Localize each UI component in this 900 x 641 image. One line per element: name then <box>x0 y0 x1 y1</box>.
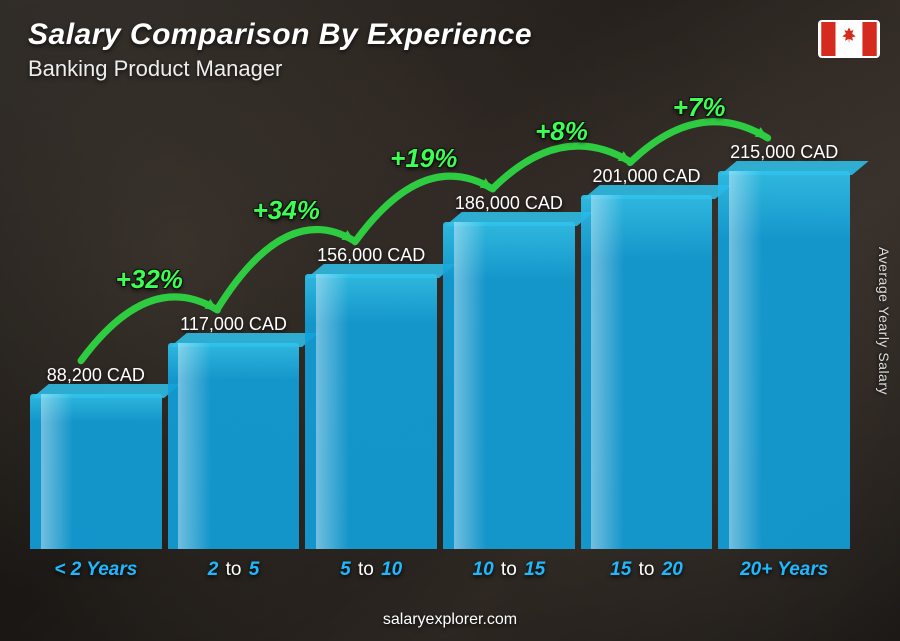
bar-group: 156,000 CAD5 to 10 <box>305 245 437 581</box>
bar <box>443 222 575 549</box>
value-label: 88,200 CAD <box>47 365 145 386</box>
footer-attribution: salaryexplorer.com <box>0 611 900 629</box>
value-label: 215,000 CAD <box>730 142 838 163</box>
bar-group: 201,000 CAD15 to 20 <box>581 166 713 581</box>
title-block: Salary Comparison By Experience Banking … <box>28 18 532 82</box>
bar <box>718 171 850 549</box>
bar-group: 215,000 CAD 20+ Years <box>718 142 850 581</box>
chart-container: Salary Comparison By Experience Banking … <box>0 0 900 641</box>
bar <box>305 274 437 549</box>
chart-title: Salary Comparison By Experience <box>28 18 532 52</box>
category-label: 10 to 15 <box>473 559 546 581</box>
value-label: 186,000 CAD <box>455 193 563 214</box>
bar-group: 186,000 CAD 10 to 15 <box>443 193 575 581</box>
canada-flag-icon <box>818 20 880 58</box>
yaxis-label: Average Yearly Salary <box>876 247 892 395</box>
chart-subtitle: Banking Product Manager <box>28 56 532 82</box>
bar-group: 88,200 CAD < 2 Years <box>30 365 162 581</box>
category-label: < 2 Years <box>54 559 137 581</box>
bar-group: 117,000 CAD 2 to 5 <box>168 314 300 581</box>
bar <box>168 343 300 549</box>
category-label: 15 to 20 <box>610 559 683 581</box>
category-label: 2 to 5 <box>208 559 260 581</box>
bar <box>30 394 162 549</box>
value-label: 117,000 CAD <box>180 314 287 335</box>
category-label: 5 to 10 <box>340 559 402 581</box>
chart-area: 88,200 CAD < 2 Years 117,000 CAD 2 to 5 156,… <box>30 151 850 581</box>
bar <box>581 195 713 549</box>
category-label: 20+ Years <box>740 559 828 581</box>
